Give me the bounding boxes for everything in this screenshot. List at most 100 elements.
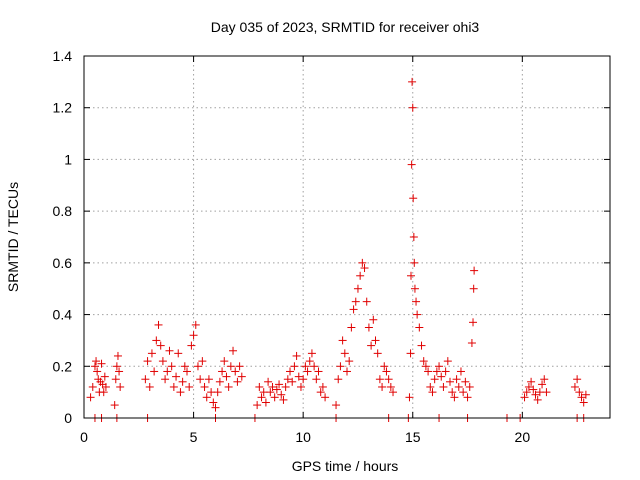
data-point (215, 377, 224, 386)
data-point (360, 264, 369, 273)
data-point (533, 395, 542, 404)
data-point (413, 310, 422, 319)
chart-title: Day 035 of 2023, SRMTID for receiver ohi… (211, 19, 480, 35)
data-point (257, 393, 266, 402)
data-point (169, 382, 178, 391)
data-point (378, 382, 387, 391)
data-point (375, 375, 384, 384)
data-point (180, 362, 189, 371)
data-point (367, 341, 376, 350)
data-point (147, 349, 156, 358)
data-point (299, 375, 308, 384)
data-point (281, 382, 290, 391)
data-point (189, 331, 198, 340)
data-point (448, 388, 457, 397)
data-point (202, 393, 211, 402)
data-point (469, 284, 478, 293)
x-axis-label: GPS time / hours (292, 458, 399, 474)
data-point (279, 395, 288, 404)
data-point (353, 284, 362, 293)
data-point (233, 377, 242, 386)
data-point (113, 351, 122, 360)
data-point (531, 390, 540, 399)
data-point (99, 388, 108, 397)
data-point (575, 388, 584, 397)
data-point (231, 367, 240, 376)
data-point (163, 367, 172, 376)
data-point (310, 362, 319, 371)
x-tick-label: 20 (515, 429, 531, 445)
data-point (97, 359, 106, 368)
data-point (437, 372, 446, 381)
data-point (430, 375, 439, 384)
data-point (318, 382, 327, 391)
data-point (213, 388, 222, 397)
data-point (409, 194, 418, 203)
data-point (338, 336, 347, 345)
data-point (424, 367, 433, 376)
data-point (161, 375, 170, 384)
data-point (407, 160, 416, 169)
data-point (356, 271, 365, 280)
data-point (158, 357, 167, 366)
data-point (268, 382, 277, 391)
data-point (461, 377, 470, 386)
data-point (408, 77, 417, 86)
data-point (369, 315, 378, 324)
data-point (193, 362, 202, 371)
data-point (524, 382, 533, 391)
data-point (187, 341, 196, 350)
data-point (371, 336, 380, 345)
x-tick-label: 15 (405, 429, 421, 445)
data-point (154, 320, 163, 329)
x-tick-label: 10 (295, 429, 311, 445)
data-point (112, 362, 121, 371)
data-point (389, 388, 398, 397)
y-tick-label: 0.6 (53, 255, 73, 271)
data-point (178, 377, 187, 386)
data-point (307, 349, 316, 358)
data-point (373, 349, 382, 358)
data-point (110, 401, 119, 410)
data-point (237, 372, 246, 381)
axis-ticks: 0 5 10 15 20 0 0.2 0.4 0.6 0.8 1 1.2 1.4 (53, 48, 610, 445)
data-point (174, 349, 183, 358)
data-point (270, 393, 279, 402)
data-point (321, 393, 330, 402)
data-point (294, 372, 303, 381)
data-point (446, 377, 455, 386)
data-point (520, 393, 529, 402)
y-tick-label: 0.4 (53, 307, 73, 323)
data-point (332, 401, 341, 410)
data-point (573, 375, 582, 384)
data-point (443, 357, 452, 366)
data-point (312, 375, 321, 384)
data-point (183, 367, 192, 376)
data-point (345, 357, 354, 366)
x-tick-label: 5 (190, 429, 198, 445)
data-point (172, 372, 181, 381)
data-point (115, 367, 124, 376)
y-axis-label: SRMTID / TECUs (5, 182, 21, 292)
data-point (261, 398, 270, 407)
data-point (290, 362, 299, 371)
data-point (435, 362, 444, 371)
y-tick-label: 0.8 (53, 203, 73, 219)
data-point (406, 349, 415, 358)
data-point (386, 382, 395, 391)
data-point (292, 351, 301, 360)
data-point (92, 357, 101, 366)
data-point (150, 367, 159, 376)
data-point (419, 357, 428, 366)
data-point (538, 380, 547, 389)
data-point (467, 339, 476, 348)
data-point (465, 382, 474, 391)
data-point (264, 377, 273, 386)
data-point (529, 385, 538, 394)
data-point (410, 284, 419, 293)
data-point (255, 382, 264, 391)
y-tick-label: 0.2 (53, 358, 73, 374)
data-point (336, 362, 345, 371)
data-point (364, 323, 373, 332)
